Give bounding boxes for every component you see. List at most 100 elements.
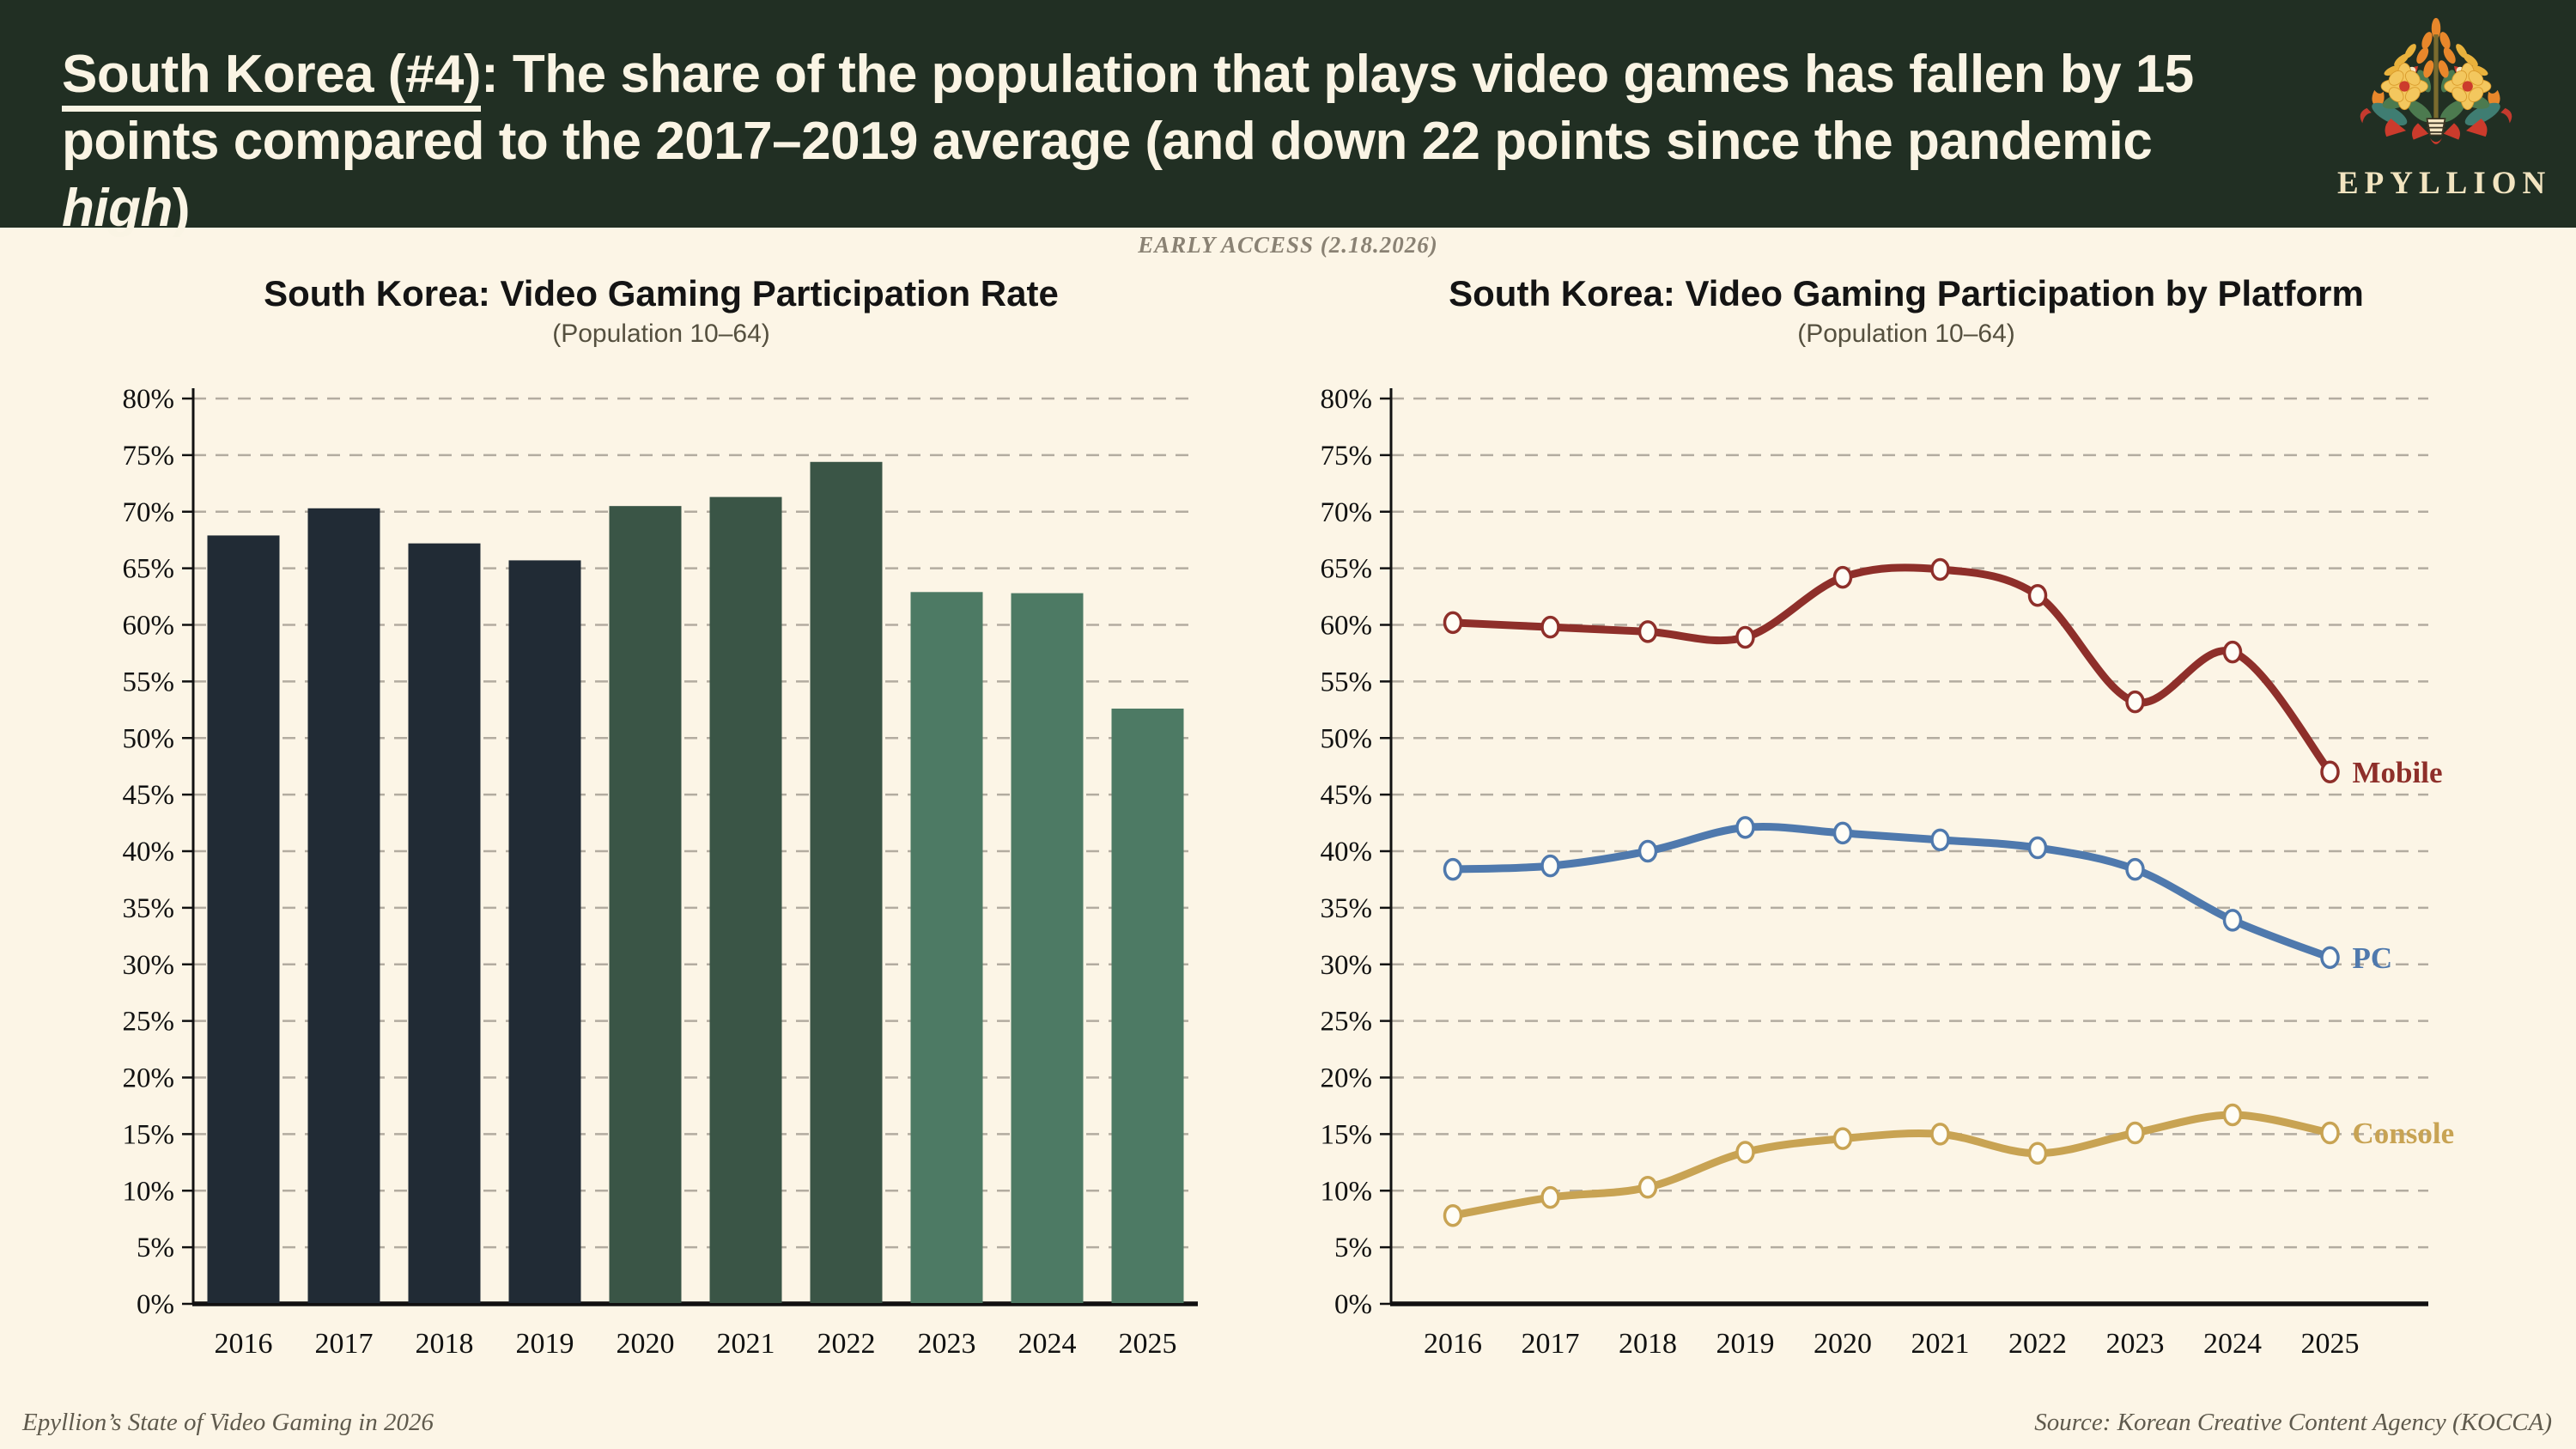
series-line-mobile	[1449, 563, 2334, 776]
epyllion-logo: EPYLLION	[2337, 9, 2545, 222]
data-point-pc	[2125, 857, 2145, 881]
data-point-pc	[2027, 836, 2048, 860]
y-tick-label: 65%	[1321, 554, 1373, 585]
x-tick-label: 2022	[817, 1328, 876, 1360]
data-point-console	[1540, 1185, 1560, 1209]
data-point-console	[2125, 1121, 2145, 1145]
x-tick-label: 2016	[215, 1328, 273, 1360]
participation-rate-bar-chart: 80% 75% 70% 65% 60% 55% 50% 45% 40% 35% 30% 25% 20% 1…	[123, 384, 1198, 1360]
data-point-mobile	[2320, 760, 2340, 784]
data-point-mobile	[2125, 690, 2145, 714]
y-tick-label: 15%	[123, 1119, 175, 1150]
y-tick-label: 10%	[123, 1176, 175, 1207]
header-banner: South Korea (#4): The share of the popul…	[0, 0, 2576, 238]
early-access-note: EARLY ACCESS (2.18.2026)	[1138, 232, 1438, 258]
y-tick-label: 30%	[1321, 950, 1373, 981]
data-point-mobile	[2027, 583, 2048, 607]
footer-source: Source: Korean Creative Content Agency (…	[2034, 1409, 2552, 1436]
x-tick-label: 2025	[1119, 1328, 1177, 1360]
bar-2025	[1111, 708, 1184, 1303]
footer-publication: Epyllion’s State of Video Gaming in 2026	[22, 1409, 434, 1436]
y-tick-label: 0%	[1334, 1289, 1372, 1320]
y-tick-label: 30%	[123, 950, 175, 981]
floral-bouquet-icon	[2360, 17, 2512, 144]
data-point-pc	[1637, 839, 1658, 863]
x-tick-label: 2024	[2203, 1328, 2262, 1360]
x-tick-label: 2021	[1911, 1328, 1970, 1360]
y-tick-label: 80%	[123, 384, 175, 415]
x-tick-label: 2022	[2008, 1328, 2067, 1360]
page-title: South Korea (#4): The share of the popul…	[62, 41, 2277, 242]
y-tick-label: 35%	[1321, 893, 1373, 924]
data-point-mobile	[1443, 611, 1463, 635]
data-point-console	[2320, 1121, 2340, 1145]
data-point-pc	[1540, 854, 1560, 878]
y-tick-label: 50%	[123, 723, 175, 754]
data-point-mobile	[1832, 565, 1853, 589]
x-tick-label: 2020	[617, 1328, 675, 1360]
data-point-pc	[2222, 909, 2243, 932]
y-tick-label: 70%	[1321, 497, 1373, 528]
series-line-console	[1449, 1111, 2334, 1220]
x-tick-label: 2024	[1018, 1328, 1077, 1360]
data-point-console	[1930, 1123, 1950, 1146]
y-tick-label: 75%	[1321, 441, 1373, 472]
y-tick-label: 80%	[1321, 384, 1373, 415]
series-label-mobile: Mobile	[2353, 756, 2443, 789]
y-tick-label: 40%	[123, 837, 175, 868]
x-tick-label: 2017	[1522, 1328, 1580, 1360]
x-tick-label: 2017	[315, 1328, 374, 1360]
data-point-mobile	[1930, 557, 1950, 581]
series-label-console: Console	[2353, 1117, 2455, 1150]
data-point-pc	[1930, 828, 1950, 852]
bar-2022	[810, 461, 883, 1303]
data-point-pc	[1735, 816, 1755, 839]
x-tick-label: 2025	[2301, 1328, 2360, 1360]
page-title-lead: South Korea (#4)	[62, 45, 482, 112]
data-point-console	[2027, 1142, 2048, 1166]
bar-2017	[307, 508, 380, 1303]
x-tick-label: 2016	[1424, 1328, 1482, 1360]
y-tick-label: 40%	[1321, 837, 1373, 868]
right-chart-title: South Korea: Video Gaming Participation …	[1449, 273, 2364, 314]
data-point-console	[1443, 1203, 1463, 1227]
bar-2021	[709, 496, 782, 1303]
y-tick-label: 55%	[123, 667, 175, 697]
y-tick-label: 25%	[123, 1007, 175, 1038]
left-chart-title: South Korea: Video Gaming Participation …	[264, 273, 1059, 314]
y-tick-label: 20%	[123, 1063, 175, 1094]
data-point-console	[2222, 1103, 2243, 1127]
data-point-mobile	[1540, 615, 1560, 639]
y-tick-label: 5%	[137, 1233, 174, 1263]
platform-line-chart: 80% 75% 70% 65% 60% 55% 50% 45% 40% 35% 30% 25% 20% 1…	[1321, 384, 2455, 1360]
data-point-mobile	[1735, 625, 1755, 649]
y-tick-label: 0%	[137, 1289, 174, 1320]
y-tick-label: 70%	[123, 497, 175, 528]
page-title-line1: : The share of the population that plays…	[481, 45, 2194, 104]
y-tick-label: 45%	[123, 780, 175, 811]
x-tick-label: 2019	[1716, 1328, 1775, 1360]
data-point-pc	[1443, 857, 1463, 881]
x-tick-label: 2018	[1619, 1328, 1677, 1360]
x-tick-label: 2018	[416, 1328, 474, 1360]
series-label-pc: PC	[2353, 941, 2393, 975]
page-title-line2: points compared to the 2017–2019 average…	[62, 112, 2153, 171]
data-point-mobile	[1637, 620, 1658, 643]
y-tick-label: 65%	[123, 554, 175, 585]
y-tick-label: 50%	[1321, 723, 1373, 754]
bar-2016	[207, 535, 280, 1303]
right-chart-subtitle: (Population 10–64)	[1797, 320, 2015, 348]
y-tick-label: 25%	[1321, 1007, 1373, 1038]
data-point-console	[1735, 1141, 1755, 1164]
x-tick-label: 2021	[717, 1328, 775, 1360]
bar-2024	[1011, 593, 1084, 1303]
y-tick-label: 60%	[1321, 611, 1373, 642]
bar-2023	[910, 592, 983, 1303]
data-point-console	[1832, 1127, 1853, 1150]
page-title-italic-word: high	[62, 179, 173, 238]
y-tick-label: 35%	[123, 893, 175, 924]
data-point-console	[1637, 1176, 1658, 1199]
left-chart-subtitle: (Population 10–64)	[552, 320, 770, 348]
y-tick-label: 20%	[1321, 1063, 1373, 1094]
y-tick-label: 15%	[1321, 1119, 1373, 1150]
